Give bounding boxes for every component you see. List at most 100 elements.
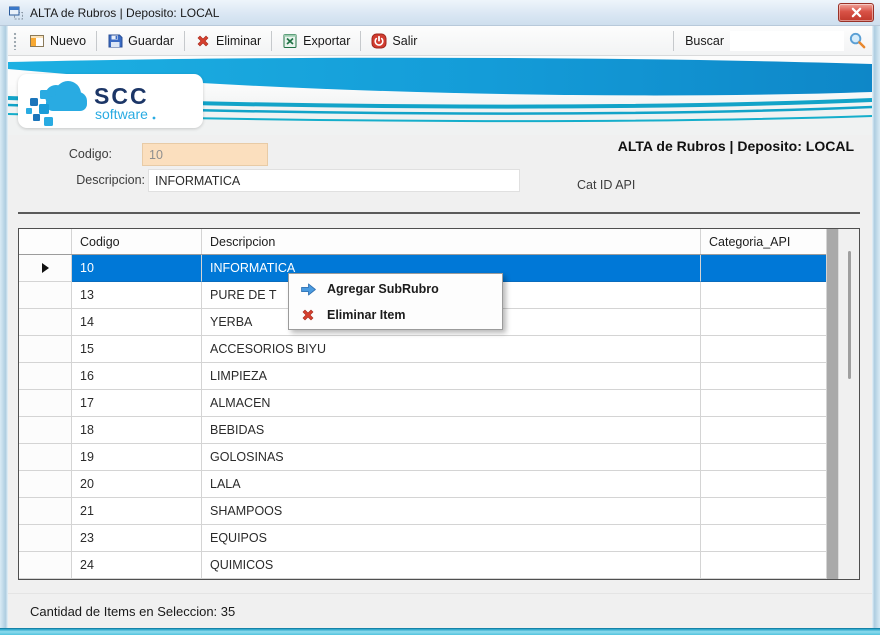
menu-item-eliminar-item[interactable]: Eliminar Item xyxy=(289,302,502,328)
menu-item-agregar-subrubro[interactable]: Agregar SubRubro xyxy=(289,276,502,302)
save-floppy-icon xyxy=(108,34,123,47)
table-row[interactable]: 20 LALA xyxy=(19,471,839,498)
cell-codigo[interactable]: 17 xyxy=(72,390,202,417)
row-selector[interactable] xyxy=(19,417,72,444)
cell-codigo[interactable]: 15 xyxy=(72,336,202,363)
cell-descripcion[interactable]: ACCESORIOS BIYU xyxy=(202,336,701,363)
header-categoria-api[interactable]: Categoria_API xyxy=(701,229,826,254)
cell-categoria-api[interactable] xyxy=(701,363,826,390)
cell-descripcion[interactable]: YERBA xyxy=(202,309,701,336)
cell-categoria-api[interactable] xyxy=(701,282,826,309)
cell-descripcion[interactable]: EQUIPOS xyxy=(202,525,701,552)
cell-categoria-api[interactable] xyxy=(701,525,826,552)
status-bar: Cantidad de Items en Seleccion: 35 xyxy=(8,593,872,628)
brand-banner: SCC software xyxy=(8,56,872,135)
cell-descripcion[interactable]: LALA xyxy=(202,471,701,498)
codigo-field[interactable] xyxy=(142,143,268,166)
row-selector[interactable] xyxy=(19,552,72,579)
salir-button[interactable]: Salir xyxy=(364,30,424,52)
cell-categoria-api[interactable] xyxy=(701,552,826,579)
guardar-button[interactable]: Guardar xyxy=(100,30,181,52)
close-icon xyxy=(851,7,861,18)
exit-power-icon xyxy=(371,33,387,48)
cell-codigo[interactable]: 24 xyxy=(72,552,202,579)
header-row-selector[interactable] xyxy=(19,229,72,254)
cell-codigo[interactable]: 16 xyxy=(72,363,202,390)
descripcion-label: Descripcion: xyxy=(76,173,145,187)
cell-codigo[interactable]: 18 xyxy=(72,417,202,444)
cell-codigo[interactable]: 13 xyxy=(72,282,202,309)
table-row[interactable]: 17 ALMACEN xyxy=(19,390,839,417)
separator-rule xyxy=(18,212,860,214)
arrow-right-icon xyxy=(299,280,317,298)
toolbar-separator xyxy=(271,30,273,51)
cell-categoria-api[interactable] xyxy=(701,471,826,498)
search-input[interactable] xyxy=(730,30,844,51)
exportar-label: Exportar xyxy=(303,33,351,48)
row-selector[interactable] xyxy=(19,363,72,390)
magnifier-icon xyxy=(849,32,865,49)
table-row[interactable]: 24 QUIMICOS xyxy=(19,552,839,579)
row-selector[interactable] xyxy=(19,525,72,552)
eliminar-button[interactable]: Eliminar xyxy=(188,30,268,52)
title-bar[interactable]: ALTA de Rubros | Deposito: LOCAL xyxy=(0,0,880,26)
search-button[interactable] xyxy=(846,30,868,52)
row-selector[interactable] xyxy=(19,444,72,471)
cell-categoria-api[interactable] xyxy=(701,444,826,471)
table-row[interactable]: 15 ACCESORIOS BIYU xyxy=(19,336,839,363)
cell-descripcion[interactable]: SHAMPOOS xyxy=(202,498,701,525)
svg-text:SCC: SCC xyxy=(94,83,149,109)
cell-codigo[interactable]: 23 xyxy=(72,525,202,552)
cell-categoria-api[interactable] xyxy=(701,255,826,282)
salir-label: Salir xyxy=(392,33,418,48)
cell-codigo[interactable]: 10 xyxy=(72,255,202,282)
cell-categoria-api[interactable] xyxy=(701,390,826,417)
toolbar-separator xyxy=(673,30,675,51)
row-selector[interactable] xyxy=(19,390,72,417)
cell-descripcion[interactable]: QUIMICOS xyxy=(202,552,701,579)
table-row[interactable]: 18 BEBIDAS xyxy=(19,417,839,444)
table-row[interactable]: 21 SHAMPOOS xyxy=(19,498,839,525)
cell-categoria-api[interactable] xyxy=(701,309,826,336)
exportar-button[interactable]: Exportar xyxy=(275,30,357,52)
toolbar-grip[interactable] xyxy=(13,31,17,50)
row-selector[interactable] xyxy=(19,498,72,525)
scrollbar-thumb[interactable] xyxy=(848,251,851,379)
cell-descripcion[interactable]: GOLOSINAS xyxy=(202,444,701,471)
table-row[interactable]: 23 EQUIPOS xyxy=(19,525,839,552)
toolbar: Nuevo Guardar Eliminar xyxy=(8,26,872,56)
current-row-arrow-icon xyxy=(41,263,49,273)
cell-codigo[interactable]: 20 xyxy=(72,471,202,498)
cell-codigo[interactable]: 19 xyxy=(72,444,202,471)
close-button[interactable] xyxy=(838,3,874,22)
cell-codigo[interactable]: 14 xyxy=(72,309,202,336)
table-row[interactable]: 16 LIMPIEZA xyxy=(19,363,839,390)
new-form-icon xyxy=(30,34,44,47)
cell-descripcion[interactable]: BEBIDAS xyxy=(202,417,701,444)
cell-descripcion[interactable]: LIMPIEZA xyxy=(202,363,701,390)
table-row[interactable]: 19 GOLOSINAS xyxy=(19,444,839,471)
descripcion-field[interactable] xyxy=(148,169,520,192)
header-codigo[interactable]: Codigo xyxy=(72,229,202,254)
window-border-bottom xyxy=(0,628,880,635)
row-selector[interactable] xyxy=(19,282,72,309)
nuevo-button[interactable]: Nuevo xyxy=(22,30,93,52)
cell-categoria-api[interactable] xyxy=(701,336,826,363)
grid-filler-column xyxy=(826,229,839,579)
row-selector[interactable] xyxy=(19,336,72,363)
nuevo-label: Nuevo xyxy=(50,33,87,48)
toolbar-separator xyxy=(184,30,185,51)
row-selector[interactable] xyxy=(19,471,72,498)
window-border-left xyxy=(0,26,8,628)
header-descripcion[interactable]: Descripcion xyxy=(202,229,701,254)
cell-categoria-api[interactable] xyxy=(701,498,826,525)
cell-categoria-api[interactable] xyxy=(701,417,826,444)
cell-descripcion[interactable]: ALMACEN xyxy=(202,390,701,417)
eliminar-label: Eliminar xyxy=(216,33,262,48)
row-selector[interactable] xyxy=(19,255,72,282)
vertical-scrollbar[interactable] xyxy=(838,229,859,579)
status-text: Cantidad de Items en Seleccion: 35 xyxy=(30,604,236,619)
row-selector[interactable] xyxy=(19,309,72,336)
cell-codigo[interactable]: 21 xyxy=(72,498,202,525)
